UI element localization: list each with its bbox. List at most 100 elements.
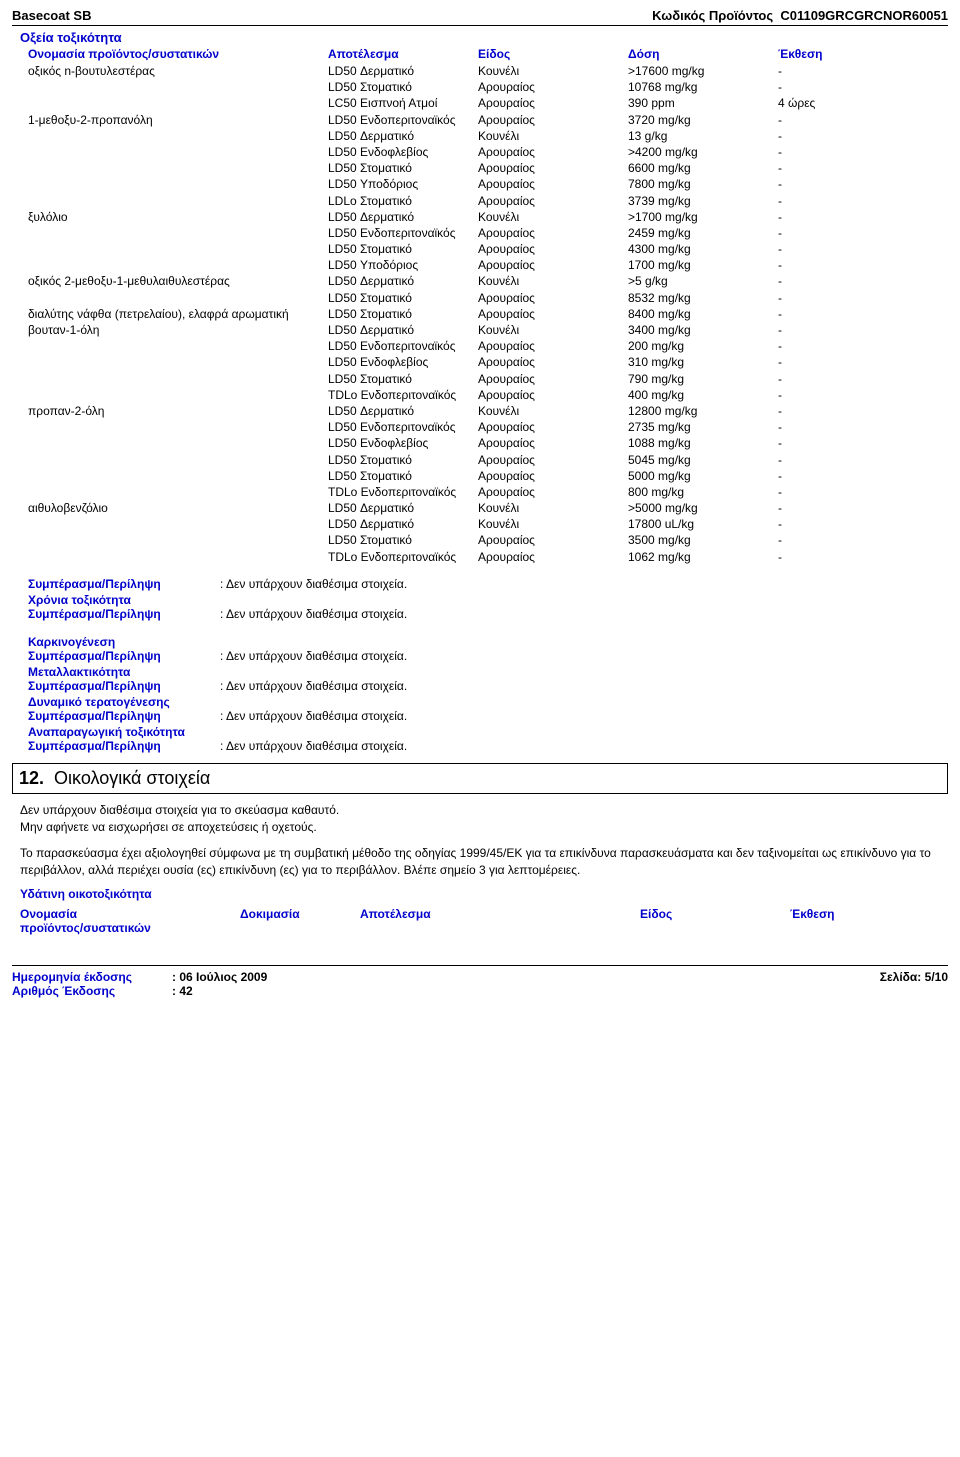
cell: Αρουραίος (478, 112, 628, 128)
footer-date-value: : 06 Ιούλιος 2009 (172, 970, 267, 984)
cell: LD50 Ενδοπεριτοναϊκός (328, 419, 478, 435)
eco-p1: Δεν υπάρχουν διαθέσιμα στοιχεία για το σ… (20, 802, 948, 819)
eh-species: Είδος (640, 907, 790, 935)
conclusion-label: Συμπέρασμα/Περίληψη (20, 679, 220, 693)
cell: - (778, 306, 878, 322)
eh-result: Αποτέλεσμα (360, 907, 640, 935)
th-name: Ονομασία προϊόντος/συστατικών (28, 47, 328, 61)
cell: LD50 Δερματικό (328, 516, 478, 532)
cell: 7800 mg/kg (628, 176, 778, 192)
cell (28, 79, 328, 95)
cell: Κουνέλι (478, 322, 628, 338)
cell (28, 452, 328, 468)
table-row: LD50 ΕνδοπεριτοναϊκόςΑρουραίος2459 mg/kg… (12, 225, 948, 241)
cell: - (778, 419, 878, 435)
conclusions-block: Συμπέρασμα/Περίληψη : Δεν υπάρχουν διαθέ… (12, 577, 948, 753)
cell: - (778, 176, 878, 192)
cell (28, 225, 328, 241)
cell: 3739 mg/kg (628, 193, 778, 209)
cell: Αρουραίος (478, 452, 628, 468)
cell: Κουνέλι (478, 500, 628, 516)
cell: LD50 Στοματικό (328, 306, 478, 322)
cell: - (778, 112, 878, 128)
cell (28, 387, 328, 403)
cell: Κουνέλι (478, 128, 628, 144)
cell (28, 484, 328, 500)
eh-test: Δοκιμασία (240, 907, 360, 935)
cell: - (778, 225, 878, 241)
conclusion-value: : Δεν υπάρχουν διαθέσιμα στοιχεία. (220, 649, 407, 663)
cell: - (778, 63, 878, 79)
cell (28, 435, 328, 451)
cell: - (778, 532, 878, 548)
cell: 1062 mg/kg (628, 549, 778, 565)
th-species: Είδος (478, 47, 628, 61)
cell: Κουνέλι (478, 209, 628, 225)
cell: - (778, 273, 878, 289)
cell: LD50 Δερματικό (328, 403, 478, 419)
cell: 400 mg/kg (628, 387, 778, 403)
cell: LD50 Ενδοπεριτοναϊκός (328, 225, 478, 241)
table-row: 1-μεθοξυ-2-προπανόληLD50 Ενδοπεριτοναϊκό… (12, 112, 948, 128)
cell: LD50 Υποδόριος (328, 257, 478, 273)
tox-table-body: οξικός n-βουτυλεστέραςLD50 ΔερματικόΚουν… (12, 63, 948, 565)
cell: 3720 mg/kg (628, 112, 778, 128)
cell: LD50 Ενδοφλεβίος (328, 435, 478, 451)
cell: Αρουραίος (478, 160, 628, 176)
eh-name: Ονομασία προϊόντος/συστατικών (20, 907, 240, 935)
cell (28, 241, 328, 257)
table-row: LD50 ΥποδόριοςΑρουραίος7800 mg/kg- (12, 176, 948, 192)
aquatic-title: Υδάτινη οικοτοξικότητα (12, 887, 948, 901)
table-row: ξυλόλιοLD50 ΔερματικόΚουνέλι>1700 mg/kg- (12, 209, 948, 225)
repro-title: Αναπαραγωγική τοξικότητα (20, 725, 948, 739)
conclusion-value: : Δεν υπάρχουν διαθέσιμα στοιχεία. (220, 679, 407, 693)
table-row: TDLo ΕνδοπεριτοναϊκόςΑρουραίος800 mg/kg- (12, 484, 948, 500)
cell: LD50 Στοματικό (328, 290, 478, 306)
cell (28, 160, 328, 176)
acute-toxicity-title: Οξεία τοξικότητα (12, 30, 948, 45)
cell (28, 128, 328, 144)
cell: 5000 mg/kg (628, 468, 778, 484)
cell: Αρουραίος (478, 435, 628, 451)
cell: LD50 Στοματικό (328, 79, 478, 95)
cell: LD50 Δερματικό (328, 209, 478, 225)
table-row: LD50 ΕνδοφλεβίοςΑρουραίος310 mg/kg- (12, 354, 948, 370)
cell: - (778, 500, 878, 516)
eco-p2: Μην αφήνετε να εισχωρήσει σε αποχετεύσει… (20, 819, 948, 836)
cell: Αρουραίος (478, 144, 628, 160)
cell: προπαν-2-όλη (28, 403, 328, 419)
cell: - (778, 144, 878, 160)
cell: 1088 mg/kg (628, 435, 778, 451)
cell (28, 549, 328, 565)
cell (28, 338, 328, 354)
cell: LD50 Ενδοπεριτοναϊκός (328, 338, 478, 354)
table-row: LD50 ΕνδοφλεβίοςΑρουραίος1088 mg/kg- (12, 435, 948, 451)
cell: Αρουραίος (478, 549, 628, 565)
muta-title: Μεταλλακτικότητα (20, 665, 948, 679)
cell (28, 95, 328, 111)
cell: 17800 uL/kg (628, 516, 778, 532)
cell: - (778, 241, 878, 257)
eco-p3: Το παρασκεύασμα έχει αξιολογηθεί σύμφωνα… (20, 845, 948, 879)
conclusion-value: : Δεν υπάρχουν διαθέσιμα στοιχεία. (220, 709, 407, 723)
conclusion-value: : Δεν υπάρχουν διαθέσιμα στοιχεία. (220, 607, 407, 621)
cell: LD50 Ενδοφλεβίος (328, 144, 478, 160)
table-row: LDLo ΣτοματικόΑρουραίος3739 mg/kg- (12, 193, 948, 209)
conclusion-label: Συμπέρασμα/Περίληψη (20, 607, 220, 621)
conclusion-label: Συμπέρασμα/Περίληψη (20, 709, 220, 723)
eh-exposure: Έκθεση (790, 907, 890, 935)
conclusion-label: Συμπέρασμα/Περίληψη (20, 577, 220, 591)
cell (28, 371, 328, 387)
cell: 2735 mg/kg (628, 419, 778, 435)
cell: 2459 mg/kg (628, 225, 778, 241)
th-dose: Δόση (628, 47, 778, 61)
table-row: TDLo ΕνδοπεριτοναϊκόςΑρουραίος1062 mg/kg… (12, 549, 948, 565)
cell: 390 ppm (628, 95, 778, 111)
table-row: LC50 Εισπνοή ΑτμοίΑρουραίος390 ppm4 ώρες (12, 95, 948, 111)
table-row: LD50 ΕνδοπεριτοναϊκόςΑρουραίος2735 mg/kg… (12, 419, 948, 435)
th-result: Αποτέλεσμα (328, 47, 478, 61)
table-row: LD50 ΣτοματικόΑρουραίος5045 mg/kg- (12, 452, 948, 468)
cell: Αρουραίος (478, 306, 628, 322)
cell: οξικός n-βουτυλεστέρας (28, 63, 328, 79)
cell: 8532 mg/kg (628, 290, 778, 306)
